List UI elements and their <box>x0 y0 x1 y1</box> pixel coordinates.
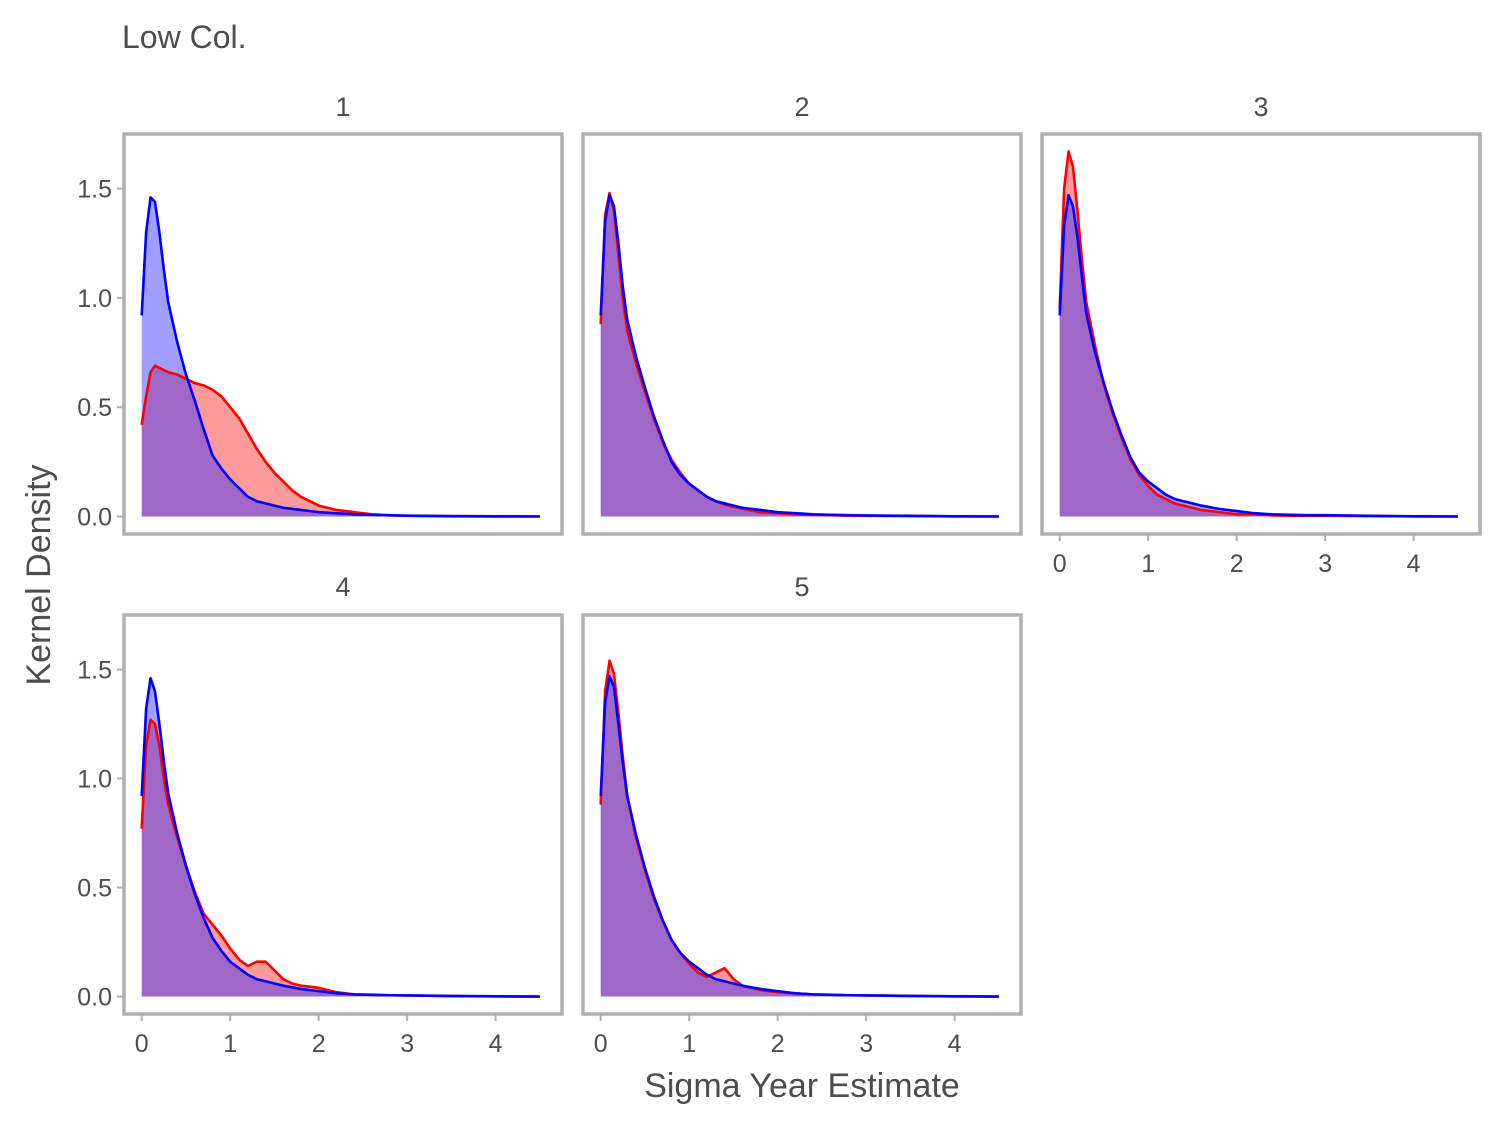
x-tick-label: 4 <box>1407 550 1421 578</box>
panel-border <box>1040 132 1482 536</box>
y-tick-label: 1.5 <box>77 176 112 204</box>
density-area-blue <box>600 676 999 997</box>
y-tick-label: 1.0 <box>77 766 112 794</box>
density-area-red <box>141 365 540 517</box>
panel-border <box>581 613 1023 1016</box>
density-line-blue <box>599 193 999 518</box>
x-tick-label: 3 <box>859 1030 873 1058</box>
x-tick-label: 2 <box>771 1030 785 1058</box>
density-area-red <box>1059 151 1458 517</box>
facet-strip-label: 2 <box>794 92 809 122</box>
x-tick-label: 2 <box>312 1030 326 1058</box>
facet-panel-4: 4 0.0 0.5 1.0 1.5 0 1 2 3 4 <box>77 572 564 1058</box>
panels-layer: 1 0.0 0.5 1.0 1.5 2 3 0 1 2 3 4 4 0.0 0.5 1.0 1.5 0 1 2 3 4 5 0… <box>77 92 1482 1058</box>
density-area-blue <box>1059 195 1458 517</box>
x-tick-label: 3 <box>400 1030 414 1058</box>
y-tick-label: 0.5 <box>77 875 112 903</box>
y-tick-label: 0.0 <box>77 504 112 532</box>
facet-panel-2: 2 <box>581 92 1023 536</box>
density-line-blue <box>1058 193 1458 518</box>
density-area-blue <box>141 678 540 997</box>
y-axis-label: Kernel Density <box>20 464 58 685</box>
x-tick-label: 4 <box>489 1030 503 1058</box>
x-tick-label: 0 <box>135 1030 149 1058</box>
facet-panel-3: 3 0 1 2 3 4 <box>1040 92 1482 578</box>
panel-border <box>122 613 564 1016</box>
density-area-red <box>600 193 999 517</box>
facet-strip-label: 4 <box>335 572 350 602</box>
facet-strip-label: 1 <box>335 92 350 122</box>
x-tick-label: 0 <box>594 1030 608 1058</box>
y-tick-label: 1.5 <box>77 657 112 685</box>
x-tick-label: 3 <box>1318 550 1332 578</box>
facet-panel-5: 5 0 1 2 3 4 <box>581 572 1023 1058</box>
panel-border <box>122 132 564 536</box>
density-line-blue <box>599 674 999 998</box>
density-area-blue <box>600 195 999 517</box>
x-axis-label: Sigma Year Estimate <box>644 1067 960 1105</box>
chart-title: Low Col. <box>122 19 247 55</box>
density-area-red <box>141 719 540 997</box>
panel-border <box>581 132 1023 536</box>
facet-panel-1: 1 0.0 0.5 1.0 1.5 <box>77 92 564 536</box>
facet-strip-label: 3 <box>1253 92 1268 122</box>
facet-strip-label: 5 <box>794 572 809 602</box>
y-tick-label: 0.5 <box>77 394 112 422</box>
x-tick-label: 1 <box>682 1030 696 1058</box>
density-area-red <box>600 660 999 997</box>
x-tick-label: 1 <box>1141 550 1155 578</box>
density-line-blue <box>140 676 540 998</box>
x-tick-label: 0 <box>1053 550 1067 578</box>
density-line-blue <box>140 196 540 518</box>
y-tick-label: 0.0 <box>77 984 112 1012</box>
x-tick-label: 1 <box>223 1030 237 1058</box>
y-tick-label: 1.0 <box>77 285 112 313</box>
x-tick-label: 4 <box>948 1030 962 1058</box>
x-tick-label: 2 <box>1230 550 1244 578</box>
density-area-blue <box>141 197 540 517</box>
